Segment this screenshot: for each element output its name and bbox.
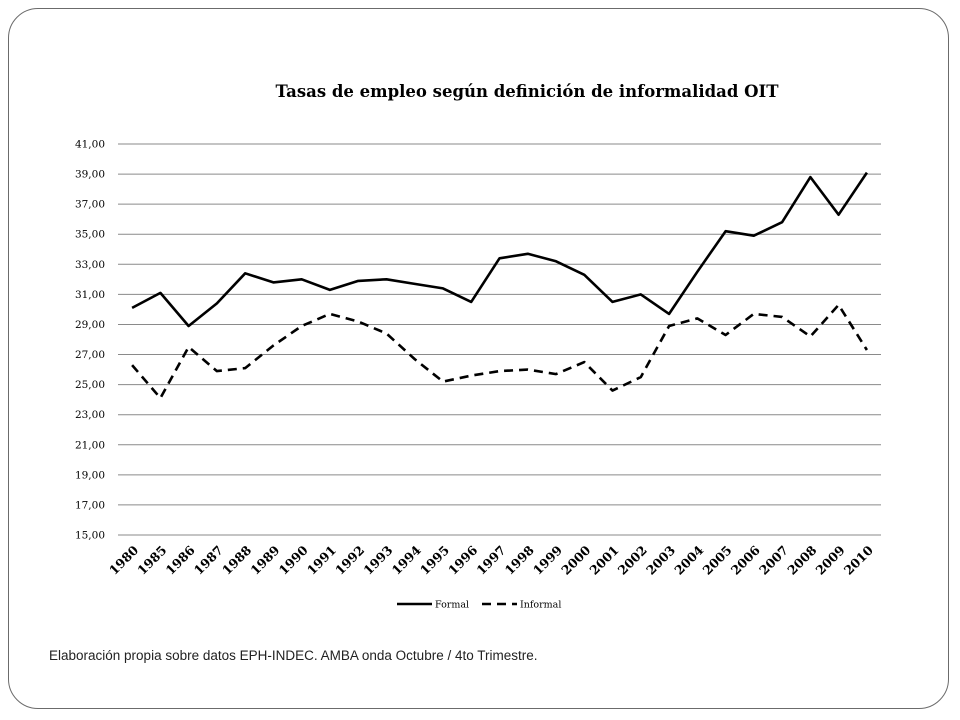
slide-frame xyxy=(8,8,949,709)
y-tick-label: 21,00 xyxy=(75,439,105,451)
y-tick-label: 25,00 xyxy=(75,379,105,391)
x-tick-label: 2004 xyxy=(671,542,706,577)
x-tick-label: 1996 xyxy=(445,542,480,577)
series-lines xyxy=(131,171,869,400)
y-axis-tick-labels: 15,00 17,00 19,00 21,00 23,00 25,00 27,00 29,00… xyxy=(75,139,105,542)
x-tick-label: 1998 xyxy=(502,542,537,577)
y-tick-label: 29,00 xyxy=(75,319,105,331)
x-tick-label: 2009 xyxy=(813,543,848,578)
y-tick-label: 35,00 xyxy=(75,229,105,241)
x-tick-label: 1988 xyxy=(219,542,254,577)
legend-label-informal: Informal xyxy=(520,600,561,611)
x-tick-label: 2002 xyxy=(615,543,650,578)
legend: Formal Informal xyxy=(397,600,561,611)
x-tick-label: 2001 xyxy=(586,543,621,578)
x-tick-label: 1980 xyxy=(106,542,141,577)
x-tick-label: 2005 xyxy=(699,543,734,578)
grid-lines xyxy=(118,143,881,536)
x-tick-label: 2006 xyxy=(728,542,763,577)
x-tick-label: 1994 xyxy=(389,542,424,577)
x-tick-label: 2007 xyxy=(756,543,791,578)
y-tick-label: 17,00 xyxy=(75,499,105,511)
x-tick-label: 1993 xyxy=(360,543,395,578)
x-tick-label: 1995 xyxy=(417,543,452,578)
y-tick-label: 27,00 xyxy=(75,349,105,361)
x-tick-label: 2000 xyxy=(558,542,593,577)
x-tick-label: 1986 xyxy=(163,542,198,577)
x-tick-label: 1985 xyxy=(134,543,169,578)
y-tick-label: 15,00 xyxy=(75,530,105,542)
x-tick-label: 1999 xyxy=(530,543,565,578)
source-note: Elaboración propia sobre datos EPH-INDEC… xyxy=(49,648,538,663)
x-tick-label: 2010 xyxy=(841,542,876,577)
chart-title: Tasas de empleo según definición de info… xyxy=(275,82,779,101)
x-tick-label: 1997 xyxy=(473,543,508,578)
x-tick-label: 1987 xyxy=(191,543,226,578)
y-tick-label: 19,00 xyxy=(75,469,105,481)
x-tick-label: 1992 xyxy=(332,543,367,578)
y-tick-label: 37,00 xyxy=(75,199,105,211)
x-tick-label: 1990 xyxy=(276,542,311,577)
x-tick-label: 2008 xyxy=(784,542,819,577)
series-line-formal xyxy=(131,171,868,328)
y-tick-label: 23,00 xyxy=(75,409,105,421)
y-tick-label: 39,00 xyxy=(75,169,105,181)
legend-label-formal: Formal xyxy=(435,600,469,611)
x-tick-label: 1991 xyxy=(304,543,339,578)
y-tick-label: 31,00 xyxy=(75,289,105,301)
y-tick-label: 33,00 xyxy=(75,259,105,271)
x-tick-label: 2003 xyxy=(643,543,678,578)
y-tick-label: 41,00 xyxy=(75,139,105,151)
x-axis-tick-labels: 1980198519861987198819891990199119921993… xyxy=(106,542,876,577)
x-tick-label: 1989 xyxy=(247,543,282,578)
